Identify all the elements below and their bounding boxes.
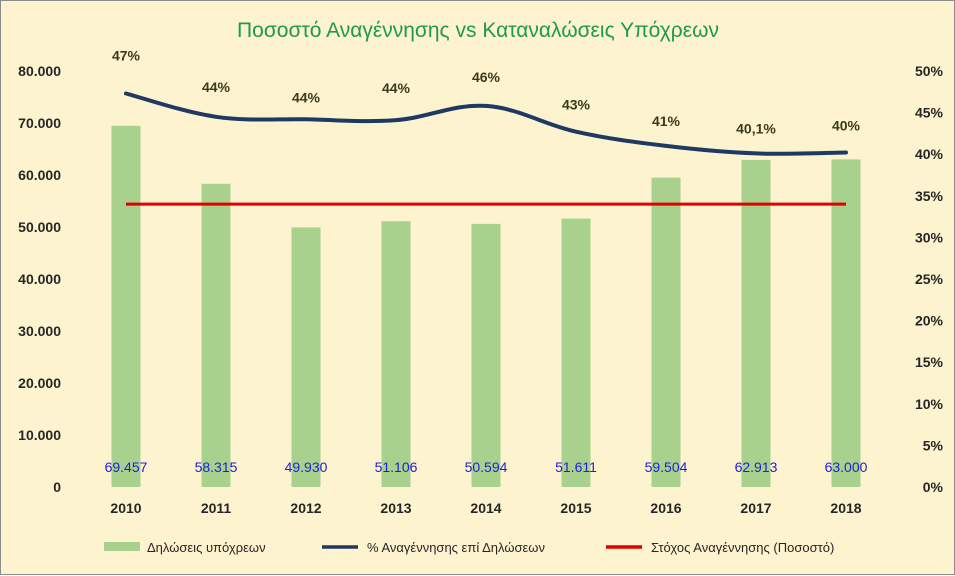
legend-label: Δηλώσεις υπόχρεων — [147, 540, 266, 555]
x-tick-label: 2011 — [201, 500, 232, 516]
percent-data-label: 44% — [202, 79, 231, 95]
percent-data-label: 43% — [562, 97, 591, 113]
x-tick-label: 2013 — [380, 500, 411, 516]
right-tick-label: 45% — [915, 105, 944, 121]
bar-2011 — [201, 183, 231, 488]
bar-data-label: 51.611 — [555, 459, 597, 475]
left-tick-label: 40.000 — [18, 271, 61, 287]
left-tick-label: 0 — [53, 479, 61, 495]
bar-2018 — [831, 159, 861, 487]
bar-data-label: 59.504 — [645, 459, 688, 475]
bar-2012 — [291, 227, 321, 487]
right-tick-label: 20% — [915, 313, 944, 329]
bar-data-label: 49.930 — [285, 459, 328, 475]
percent-line — [124, 91, 848, 156]
left-tick-label: 50.000 — [18, 219, 61, 235]
bar-data-label: 50.594 — [465, 459, 508, 475]
bar-data-label: 63.000 — [825, 459, 868, 475]
right-tick-label: 5% — [923, 437, 944, 453]
bar-2013 — [381, 221, 411, 487]
x-tick-label: 2017 — [740, 500, 771, 516]
left-tick-label: 20.000 — [18, 375, 61, 391]
percent-data-label: 40,1% — [736, 120, 776, 136]
bar-2014 — [471, 223, 501, 487]
left-tick-label: 10.000 — [18, 427, 61, 443]
bars — [111, 125, 861, 488]
right-tick-label: 50% — [915, 63, 944, 79]
bar-data-label: 69.457 — [105, 459, 148, 475]
x-tick-label: 2010 — [110, 500, 141, 516]
bar-data-labels: 69.457 58.315 49.930 51.106 50.594 51.611 59.5… — [105, 459, 868, 475]
left-tick-label: 80.000 — [18, 63, 61, 79]
bar-2016 — [651, 177, 681, 487]
x-tick-label: 2012 — [290, 500, 321, 516]
x-axis: 2010 2011 2012 2013 2014 2015 2016 2017 2018 — [110, 500, 861, 516]
right-tick-label: 0% — [923, 479, 944, 495]
percent-data-labels: 47% 44% 44% 44% 46% 43% 41% 40,1% 40% — [112, 48, 861, 137]
percent-data-label: 44% — [382, 80, 411, 96]
left-tick-label: 30.000 — [18, 323, 61, 339]
percent-line-path — [124, 91, 848, 156]
left-axis: 0 10.000 20.000 30.000 40.000 50.000 60.000 70.… — [18, 63, 61, 495]
x-tick-label: 2015 — [560, 500, 591, 516]
percent-data-label: 44% — [292, 89, 321, 105]
right-tick-label: 10% — [915, 396, 944, 412]
percent-data-label: 40% — [832, 118, 861, 134]
legend: Δηλώσεις υπόχρεων % Αναγέννησης επί Δηλώσ… — [104, 540, 834, 555]
left-tick-label: 70.000 — [18, 115, 61, 131]
right-axis: 0% 5% 10% 15% 20% 25% 30% 35% 40% 45% 50% — [915, 63, 944, 495]
bar-data-label: 62.913 — [735, 459, 778, 475]
left-tick-label: 60.000 — [18, 167, 61, 183]
x-tick-label: 2016 — [650, 500, 681, 516]
right-tick-label: 30% — [915, 229, 944, 245]
bar-data-label: 58.315 — [195, 459, 238, 475]
bar-2017 — [741, 159, 771, 487]
percent-data-label: 47% — [112, 48, 141, 64]
right-tick-label: 25% — [915, 271, 944, 287]
x-tick-label: 2018 — [830, 500, 861, 516]
right-tick-label: 40% — [915, 146, 944, 162]
bar-2015 — [561, 218, 591, 487]
percent-data-label: 41% — [652, 113, 681, 129]
bar-2010 — [111, 125, 141, 488]
x-tick-label: 2014 — [470, 500, 501, 516]
legend-label: Στόχος Αναγέννησης (Ποσοστό) — [651, 540, 834, 555]
bar-data-label: 51.106 — [375, 459, 418, 475]
legend-label: % Αναγέννησης επί Δηλώσεων — [367, 540, 545, 555]
percent-data-label: 46% — [472, 69, 501, 85]
right-tick-label: 35% — [915, 188, 944, 204]
legend-swatch-bars — [104, 542, 140, 551]
right-tick-label: 15% — [915, 354, 944, 370]
chart-title: Ποσοστό Αναγέννησης vs Καταναλώσεις Υπόχ… — [237, 19, 719, 42]
